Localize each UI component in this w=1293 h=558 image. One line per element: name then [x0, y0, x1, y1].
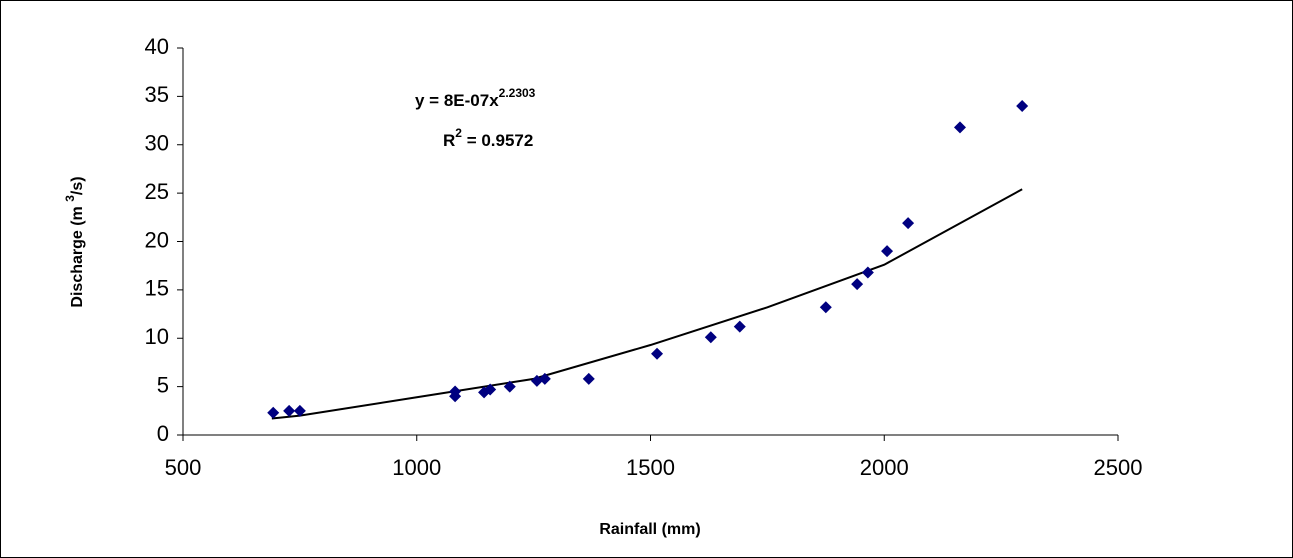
- x-tick-label: 2000: [860, 455, 909, 480]
- equation-text: y = 8E-07x: [415, 91, 499, 110]
- data-point: [267, 406, 280, 419]
- x-tick-label: 1500: [626, 455, 675, 480]
- equation: y = 8E-07x2.2303: [415, 86, 536, 110]
- equation-exponent: 2.2303: [499, 86, 536, 100]
- data-point: [704, 331, 717, 344]
- y-tick-label: 35: [145, 82, 169, 107]
- r-squared: R2 = 0.9572: [443, 126, 533, 150]
- y-tick-label: 0: [157, 421, 169, 446]
- data-point: [819, 301, 832, 314]
- y-tick-label: 5: [157, 372, 169, 397]
- x-tick-label: 1000: [392, 455, 441, 480]
- x-tick-label: 2500: [1094, 455, 1143, 480]
- data-point: [902, 217, 915, 230]
- y-tick-label: 15: [145, 276, 169, 301]
- data-point: [851, 278, 864, 291]
- y-title-text: /s): [69, 176, 86, 195]
- data-point: [283, 404, 296, 417]
- data-point: [953, 121, 966, 134]
- data-point: [530, 374, 543, 387]
- data-point: [293, 404, 306, 417]
- data-point: [861, 266, 874, 279]
- r-squared-text: = 0.9572: [462, 131, 533, 150]
- data-point: [881, 245, 894, 258]
- data-point: [538, 372, 551, 385]
- x-axis-title: Rainfall (mm): [599, 521, 700, 538]
- data-point: [651, 347, 664, 360]
- y-tick-label: 40: [145, 34, 169, 59]
- y-title-text: Discharge (m: [69, 202, 86, 308]
- data-point: [503, 380, 516, 393]
- data-point: [733, 320, 746, 333]
- data-point: [1016, 100, 1029, 113]
- y-tick-label: 20: [145, 227, 169, 252]
- y-tick-label: 30: [145, 131, 169, 156]
- y-tick-label: 10: [145, 324, 169, 349]
- data-point: [582, 372, 595, 385]
- r-squared-sup: 2: [455, 126, 462, 140]
- r-squared-text: R: [443, 131, 455, 150]
- y-axis-title: Discharge (m 3/s): [63, 176, 86, 307]
- y-title-sup: 3: [63, 195, 77, 202]
- y-tick-label: 25: [145, 179, 169, 204]
- data-point: [449, 390, 462, 403]
- x-tick-label: 500: [165, 455, 202, 480]
- data-point: [484, 383, 497, 396]
